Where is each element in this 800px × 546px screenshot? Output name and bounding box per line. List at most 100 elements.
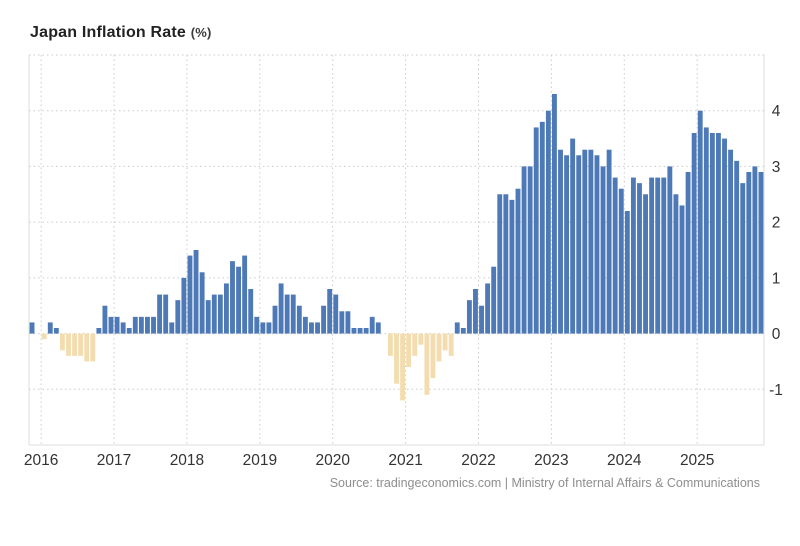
chart-bar: [588, 149, 594, 334]
x-axis-label: 2024: [607, 452, 642, 469]
chart-bar: [509, 199, 515, 334]
chart-bar: [551, 94, 557, 334]
chart-bar: [126, 328, 132, 334]
chart-bar: [418, 333, 424, 345]
chart-bar: [649, 177, 655, 334]
chart-bar: [59, 333, 65, 351]
chart-bar: [630, 177, 636, 334]
chart-bar: [703, 127, 709, 334]
source-attribution: Source: tradingeconomics.com | Ministry …: [329, 476, 760, 490]
chart-bar: [606, 149, 612, 334]
chart-bar: [29, 322, 35, 334]
chart-bar: [728, 149, 734, 334]
y-axis-label: 3: [772, 159, 781, 176]
chart-bar: [278, 283, 284, 334]
chart-bar: [679, 205, 685, 334]
chart-bar: [351, 328, 357, 334]
x-axis-label: 2018: [170, 452, 204, 469]
chart-bar: [357, 328, 363, 334]
chart-bar: [339, 311, 345, 334]
chart-bar: [533, 127, 539, 334]
x-axis-label: 2017: [97, 452, 131, 469]
chart-bar: [624, 211, 630, 334]
chart-bar: [84, 333, 90, 362]
x-axis-label: 2022: [461, 452, 495, 469]
chart-bar: [503, 194, 509, 334]
y-axis-label: 0: [772, 326, 781, 343]
chart-bar: [230, 261, 235, 334]
chart-bar: [752, 166, 758, 334]
chart-bar: [181, 277, 187, 334]
chart-bar: [175, 300, 181, 334]
chart-bar: [248, 289, 254, 334]
x-axis-label: 2020: [315, 452, 350, 469]
chart-bar: [400, 333, 406, 401]
chart-bar: [412, 333, 418, 356]
chart-bar: [145, 316, 150, 334]
chart-bar: [406, 333, 412, 367]
chart-bar: [570, 138, 576, 334]
chart-bar: [527, 166, 533, 334]
chart-bar: [442, 333, 448, 351]
chart-bar: [284, 294, 290, 334]
chart-bar: [375, 322, 381, 334]
y-axis-label: -1: [769, 382, 783, 399]
chart-bar: [187, 255, 193, 334]
chart-bar: [369, 316, 375, 334]
chart-bar: [460, 328, 466, 334]
chart-title-text: Japan Inflation Rate: [30, 24, 187, 41]
x-axis-label: 2021: [388, 452, 422, 469]
chart-bar: [564, 155, 570, 334]
chart-bar: [132, 316, 138, 334]
chart-bar: [102, 305, 108, 334]
chart-bar: [430, 333, 436, 379]
chart-bar: [236, 266, 242, 334]
chart-bar: [78, 333, 84, 356]
y-axis-label: 2: [772, 215, 781, 232]
chart-bar: [205, 300, 211, 334]
x-axis-label: 2023: [534, 452, 568, 469]
chart-bar: [169, 322, 175, 334]
chart-bar: [521, 166, 527, 334]
chart-bar: [266, 322, 272, 334]
chart-bar: [217, 294, 223, 334]
chart-bar: [454, 322, 460, 334]
chart-bar: [327, 289, 333, 334]
chart-bar: [254, 316, 260, 334]
chart-bar: [515, 188, 521, 334]
chart-bar: [697, 110, 703, 334]
chart-bar: [709, 133, 715, 334]
x-axis-label: 2025: [680, 452, 714, 469]
chart-bar: [424, 333, 430, 395]
chart-bar: [302, 316, 308, 334]
chart-bar: [90, 333, 96, 362]
chart-bar: [394, 333, 399, 384]
chart-bar: [740, 183, 746, 334]
chart-bar: [479, 305, 484, 334]
chart-bar: [321, 305, 327, 334]
y-axis-label: 1: [772, 270, 781, 287]
chart-bar: [309, 322, 314, 334]
chart-bar: [661, 177, 667, 334]
chart-bar: [114, 316, 120, 334]
chart-bar: [260, 322, 266, 334]
chart-bar: [296, 305, 302, 334]
chart-bar: [612, 177, 618, 334]
chart-bar: [315, 322, 320, 334]
chart-bar: [691, 133, 697, 334]
chart-bar: [193, 250, 199, 334]
chart-bar: [163, 294, 169, 334]
chart-bar: [466, 300, 472, 334]
chart-bar: [211, 294, 217, 334]
chart-bar: [96, 328, 102, 334]
chart-bar: [716, 133, 721, 334]
chart-bar: [618, 188, 624, 334]
chart-bar: [758, 172, 764, 334]
chart-bar: [290, 294, 296, 334]
chart-bar: [333, 294, 339, 334]
x-axis-label: 2019: [243, 452, 277, 469]
chart-bar: [685, 172, 691, 334]
chart-bar: [363, 328, 369, 334]
